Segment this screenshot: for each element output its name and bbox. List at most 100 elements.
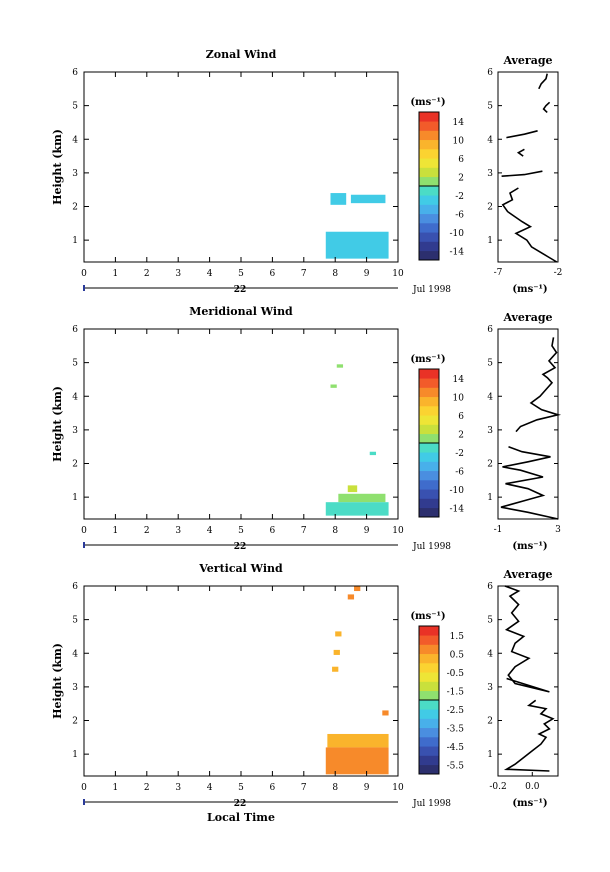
- x-tick-label: 2: [144, 783, 150, 793]
- average-panel-title: Average: [502, 54, 552, 67]
- x-tick-label: 3: [175, 269, 181, 279]
- x-tick-label: 4: [207, 526, 213, 536]
- average-profile-line: [516, 148, 525, 157]
- average-y-tick-label: 4: [487, 392, 493, 402]
- colorbar-swatch: [419, 406, 439, 416]
- colorbar-swatch: [419, 653, 439, 664]
- average-y-tick-label: 5: [487, 359, 493, 369]
- average-y-tick-label: 6: [487, 582, 493, 592]
- average-y-tick-label: 3: [487, 169, 493, 179]
- colorbar-swatch: [419, 690, 439, 701]
- data-patch: [325, 231, 389, 259]
- y-axis-label: Height (km): [51, 386, 64, 462]
- month-label: Jul 1998: [412, 799, 451, 809]
- data-patch: [325, 502, 389, 516]
- x-tick-label: 4: [207, 783, 213, 793]
- x-tick-label: 6: [270, 526, 276, 536]
- data-patch: [350, 194, 386, 204]
- plot-title: Zonal Wind: [206, 48, 277, 61]
- average-y-tick-label: 1: [487, 750, 493, 760]
- x-tick-label: 10: [392, 526, 404, 536]
- y-axis-label: Height (km): [51, 129, 64, 205]
- colorbar-tick-label: -4.5: [447, 743, 465, 753]
- colorbar-swatch: [419, 635, 439, 645]
- data-patch: [369, 451, 377, 456]
- x-tick-label: 5: [238, 526, 244, 536]
- colorbar-swatch: [419, 443, 439, 453]
- colorbar-swatch: [419, 369, 439, 379]
- colorbar-swatch: [419, 158, 439, 168]
- average-panel-frame: [497, 585, 559, 777]
- date-label: 22: [234, 285, 247, 295]
- y-tick-label: 1: [72, 493, 78, 503]
- colorbar-tick-label: 1.5: [450, 632, 465, 642]
- colorbar-tick-label: 2: [458, 430, 464, 440]
- colorbar-swatch: [419, 461, 439, 472]
- colorbar-swatch: [419, 498, 439, 509]
- colorbar-swatch: [419, 387, 439, 398]
- average-profile-line: [500, 445, 559, 520]
- y-tick-label: 6: [72, 582, 78, 592]
- date-label: 22: [234, 799, 247, 809]
- y-tick-label: 5: [72, 102, 78, 112]
- data-patch: [335, 631, 342, 637]
- colorbar-swatch: [419, 241, 439, 252]
- average-x-axis-label: (ms⁻¹): [512, 798, 547, 809]
- y-tick-label: 3: [72, 426, 78, 436]
- y-tick-label: 6: [72, 325, 78, 335]
- average-y-tick-label: 2: [487, 203, 493, 213]
- average-x-tick-label: -0.2: [489, 782, 506, 792]
- average-y-tick-label: 4: [487, 649, 493, 659]
- x-tick-label: 0: [81, 783, 87, 793]
- y-tick-label: 5: [72, 359, 78, 369]
- colorbar-tick-label: -1.5: [447, 687, 465, 697]
- y-tick-label: 6: [72, 68, 78, 78]
- average-panel-frame: [497, 71, 559, 263]
- colorbar-tick-label: 6: [458, 155, 464, 165]
- colorbar-swatch: [419, 452, 439, 462]
- y-axis-label: Height (km): [51, 643, 64, 719]
- colorbar-swatch: [419, 139, 439, 150]
- colorbar-swatch: [419, 424, 439, 435]
- colorbar-unit: (ms⁻¹): [410, 611, 445, 622]
- colorbar-swatch: [419, 764, 439, 775]
- colorbar-swatch: [419, 149, 439, 159]
- colorbar-swatch: [419, 737, 439, 747]
- y-tick-label: 5: [72, 616, 78, 626]
- colorbar-unit: (ms⁻¹): [410, 354, 445, 365]
- average-x-axis-label: (ms⁻¹): [512, 541, 547, 552]
- data-patch: [330, 193, 347, 205]
- colorbar-tick-label: 10: [453, 136, 465, 146]
- y-tick-label: 3: [72, 169, 78, 179]
- colorbar-swatch: [419, 204, 439, 215]
- data-patch: [332, 666, 339, 672]
- data-patch: [382, 710, 389, 716]
- average-x-tick-label: -7: [494, 268, 503, 278]
- average-y-tick-label: 5: [487, 616, 493, 626]
- x-tick-label: 10: [392, 269, 404, 279]
- panel-vertical-wind: Vertical Wind 0 1 2 3 4 5 6 7 8 9 10 1 2 3 4 5 6 Height (k…: [51, 562, 559, 824]
- colorbar-swatch: [419, 121, 439, 131]
- x-tick-label: 4: [207, 269, 213, 279]
- colorbar-tick-label: -2: [455, 192, 464, 202]
- colorbar-swatch: [419, 213, 439, 224]
- colorbar-tick-label: 10: [453, 393, 465, 403]
- month-label: Jul 1998: [412, 285, 451, 295]
- date-label: 22: [234, 542, 247, 552]
- average-y-tick-label: 2: [487, 717, 493, 727]
- average-profile-line: [504, 585, 550, 693]
- x-tick-label: 7: [301, 526, 307, 536]
- colorbar-swatch: [419, 250, 439, 261]
- colorbar-swatch: [419, 663, 439, 673]
- x-tick-label: 1: [113, 526, 119, 536]
- average-panel-frame: [497, 328, 559, 520]
- x-tick-label: 7: [301, 269, 307, 279]
- x-tick-label: 3: [175, 526, 181, 536]
- colorbar-swatch: [419, 130, 439, 141]
- colorbar-swatch: [419, 433, 439, 444]
- colorbar-tick-label: 6: [458, 412, 464, 422]
- x-tick-label: 8: [332, 269, 338, 279]
- x-tick-label: 9: [364, 783, 370, 793]
- x-tick-label: 3: [175, 783, 181, 793]
- average-profile-line: [506, 130, 538, 139]
